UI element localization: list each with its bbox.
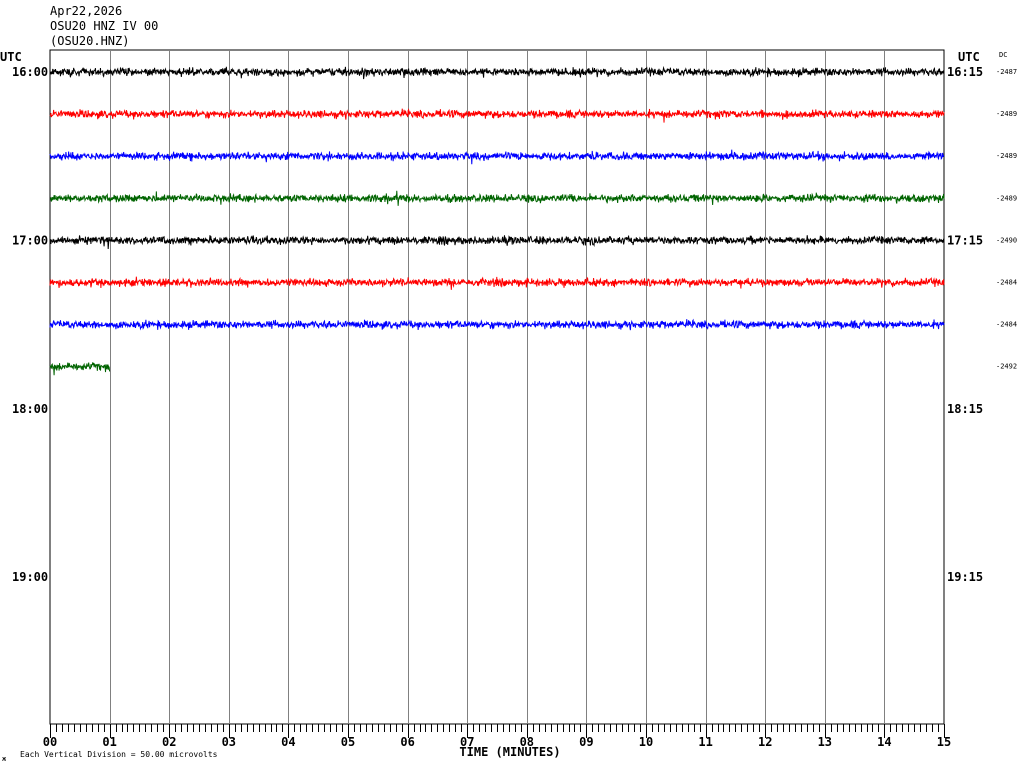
left-time-label: 18:00 [12,402,48,416]
left-time-label: 17:00 [12,233,48,247]
x-axis-label: TIME (MINUTES) [459,745,560,759]
dc-offset-label: -2489 [996,110,1017,118]
x-tick-label: 12 [758,735,772,749]
x-tick-label: 14 [877,735,891,749]
left-time-label: 16:00 [12,65,48,79]
right-time-label: 17:15 [947,233,983,247]
right-time-label: 19:15 [947,570,983,584]
seismic-trace [49,276,945,290]
x-tick-label: 05 [341,735,355,749]
x-tick-label: 04 [281,735,295,749]
x-tick-label: 02 [162,735,176,749]
dc-offset-label: -2484 [996,279,1017,287]
seismic-trace [49,190,945,206]
seismic-trace [49,108,945,123]
seismic-trace [49,362,111,376]
seismic-trace [49,65,945,80]
dc-offset-label: -2489 [996,152,1017,160]
x-tick-label: 08 [520,735,534,749]
x-tick-label: 13 [818,735,832,749]
station-label: OSU20 HNZ IV 00 [50,19,159,33]
seismic-trace [49,318,945,331]
seismic-trace [49,235,945,250]
dc-offset-label: -2484 [996,321,1017,329]
dc-offset-label: -2490 [996,236,1017,244]
x-tick-label: 07 [460,735,474,749]
x-tick-label: 15 [937,735,951,749]
seismic-trace [49,149,945,165]
utc-right-label: UTC [958,50,980,64]
x-tick-label: 11 [698,735,712,749]
dc-offset-label: -2487 [996,68,1017,76]
footer-mark: ж [2,755,7,763]
plot-frame [49,49,945,725]
x-tick-label: 03 [222,735,236,749]
dc-offset-label: -2489 [996,194,1017,202]
x-tick-label: 09 [579,735,593,749]
vertical-scale-label: Each Vertical Division = 50.00 microvolt… [20,750,218,759]
right-time-label: 16:15 [947,65,983,79]
x-tick-label: 10 [639,735,653,749]
dc-label: DC [999,51,1007,59]
x-tick-label: 01 [102,735,116,749]
dc-offset-label: -2492 [996,363,1017,371]
date-label: Apr22,2026 [50,4,123,18]
channel-label: (OSU20.HNZ) [50,34,130,48]
x-tick-label: 06 [400,735,414,749]
left-time-label: 19:00 [12,570,48,584]
right-time-label: 18:15 [947,402,983,416]
utc-left-label: UTC [0,50,22,64]
x-tick-label: 00 [43,735,57,749]
